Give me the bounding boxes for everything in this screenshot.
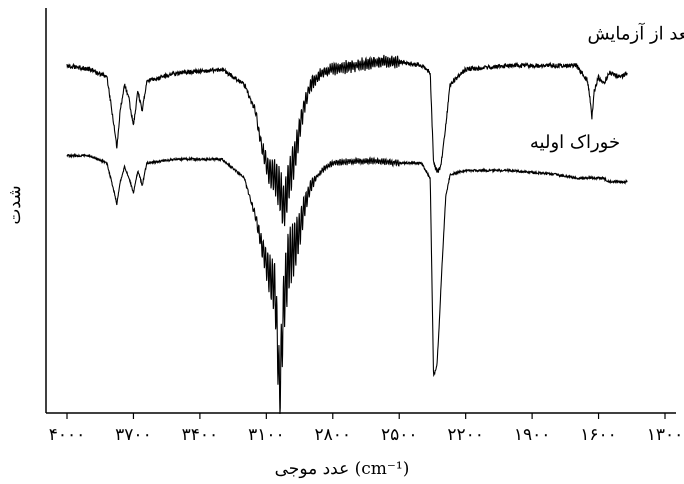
x-tick-label: ۳۱۰۰ xyxy=(248,425,285,445)
x-tick-label: ۱۹۰۰ xyxy=(514,425,551,445)
x-tick-label: ۴۰۰۰ xyxy=(49,425,86,445)
annotations: ۳۰۰ min بعد از آزمایش خوراک اولیه xyxy=(530,22,684,153)
x-tick-label: ۱۳۰۰ xyxy=(647,425,684,445)
x-tick-label: ۳۷۰۰ xyxy=(115,425,152,445)
x-tick-label: ۲۵۰۰ xyxy=(381,425,418,445)
x-tick-label: ۲۲۰۰ xyxy=(447,425,484,445)
y-axis-title: شدت xyxy=(5,185,25,224)
x-axis-title: عدد موجی (cm⁻¹) xyxy=(275,459,410,479)
x-ticks: ۴۰۰۰ ۳۷۰۰ ۳۴۰۰ ۳۱۰۰ ۲۸۰۰ ۲۵۰۰ ۲۲۰۰ ۱۹۰۰ ۱۶۰۰ ۱۳۰۰ xyxy=(49,413,684,445)
series-line-2 xyxy=(67,154,627,414)
x-tick-label: ۳۴۰۰ xyxy=(182,425,219,445)
series-label-2: خوراک اولیه xyxy=(530,132,620,153)
series-label-1: ۳۰۰ min بعد از آزمایش xyxy=(587,22,684,44)
x-tick-label: ۱۶۰۰ xyxy=(580,425,617,445)
plot-area xyxy=(46,8,676,414)
x-tick-label: ۲۸۰۰ xyxy=(315,425,352,445)
